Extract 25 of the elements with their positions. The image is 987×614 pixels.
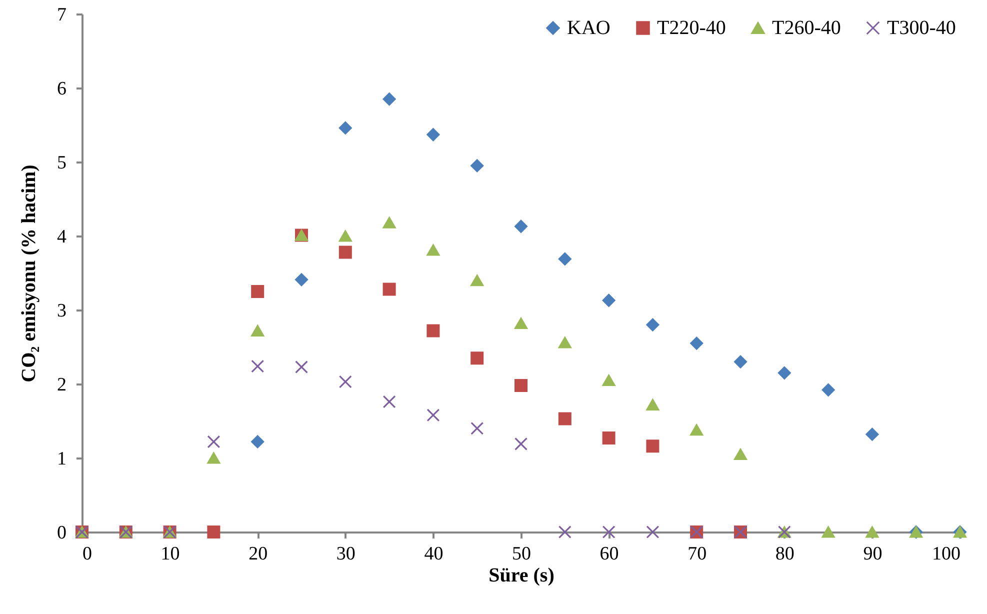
x-tick-label: 30: [336, 544, 356, 564]
y-tick-label: 2: [57, 374, 66, 396]
x-tick-label: 50: [512, 544, 531, 564]
x-tick-label: 40: [424, 544, 444, 564]
x-tick-label: 60: [600, 544, 619, 564]
legend-label: T260-40: [772, 17, 841, 39]
y-tick-label: 5: [57, 152, 66, 174]
x-tick-label: 80: [775, 544, 794, 564]
x-tick-label: 90: [863, 544, 882, 564]
legend-label: T220-40: [657, 17, 726, 39]
x-tick-label: 100: [932, 544, 960, 564]
x-tick-label: 10: [160, 544, 180, 564]
x-tick-label: 20: [248, 544, 268, 564]
y-tick-label: 6: [57, 78, 66, 100]
x-axis-title: Süre (s): [488, 564, 554, 586]
y-axis-title: CO₂ emisyonu (% hacim): [18, 164, 40, 382]
y-tick-label: 1: [57, 448, 66, 470]
legend-label: KAO: [567, 17, 610, 39]
x-tick-label: 0: [82, 544, 92, 564]
y-tick-label: 3: [57, 300, 66, 322]
y-tick-label: 7: [57, 4, 66, 26]
y-tick-label: 4: [57, 226, 67, 248]
x-tick-label: 70: [688, 544, 707, 564]
legend-label: T300-40: [887, 17, 956, 39]
y-tick-label: 0: [57, 522, 66, 544]
